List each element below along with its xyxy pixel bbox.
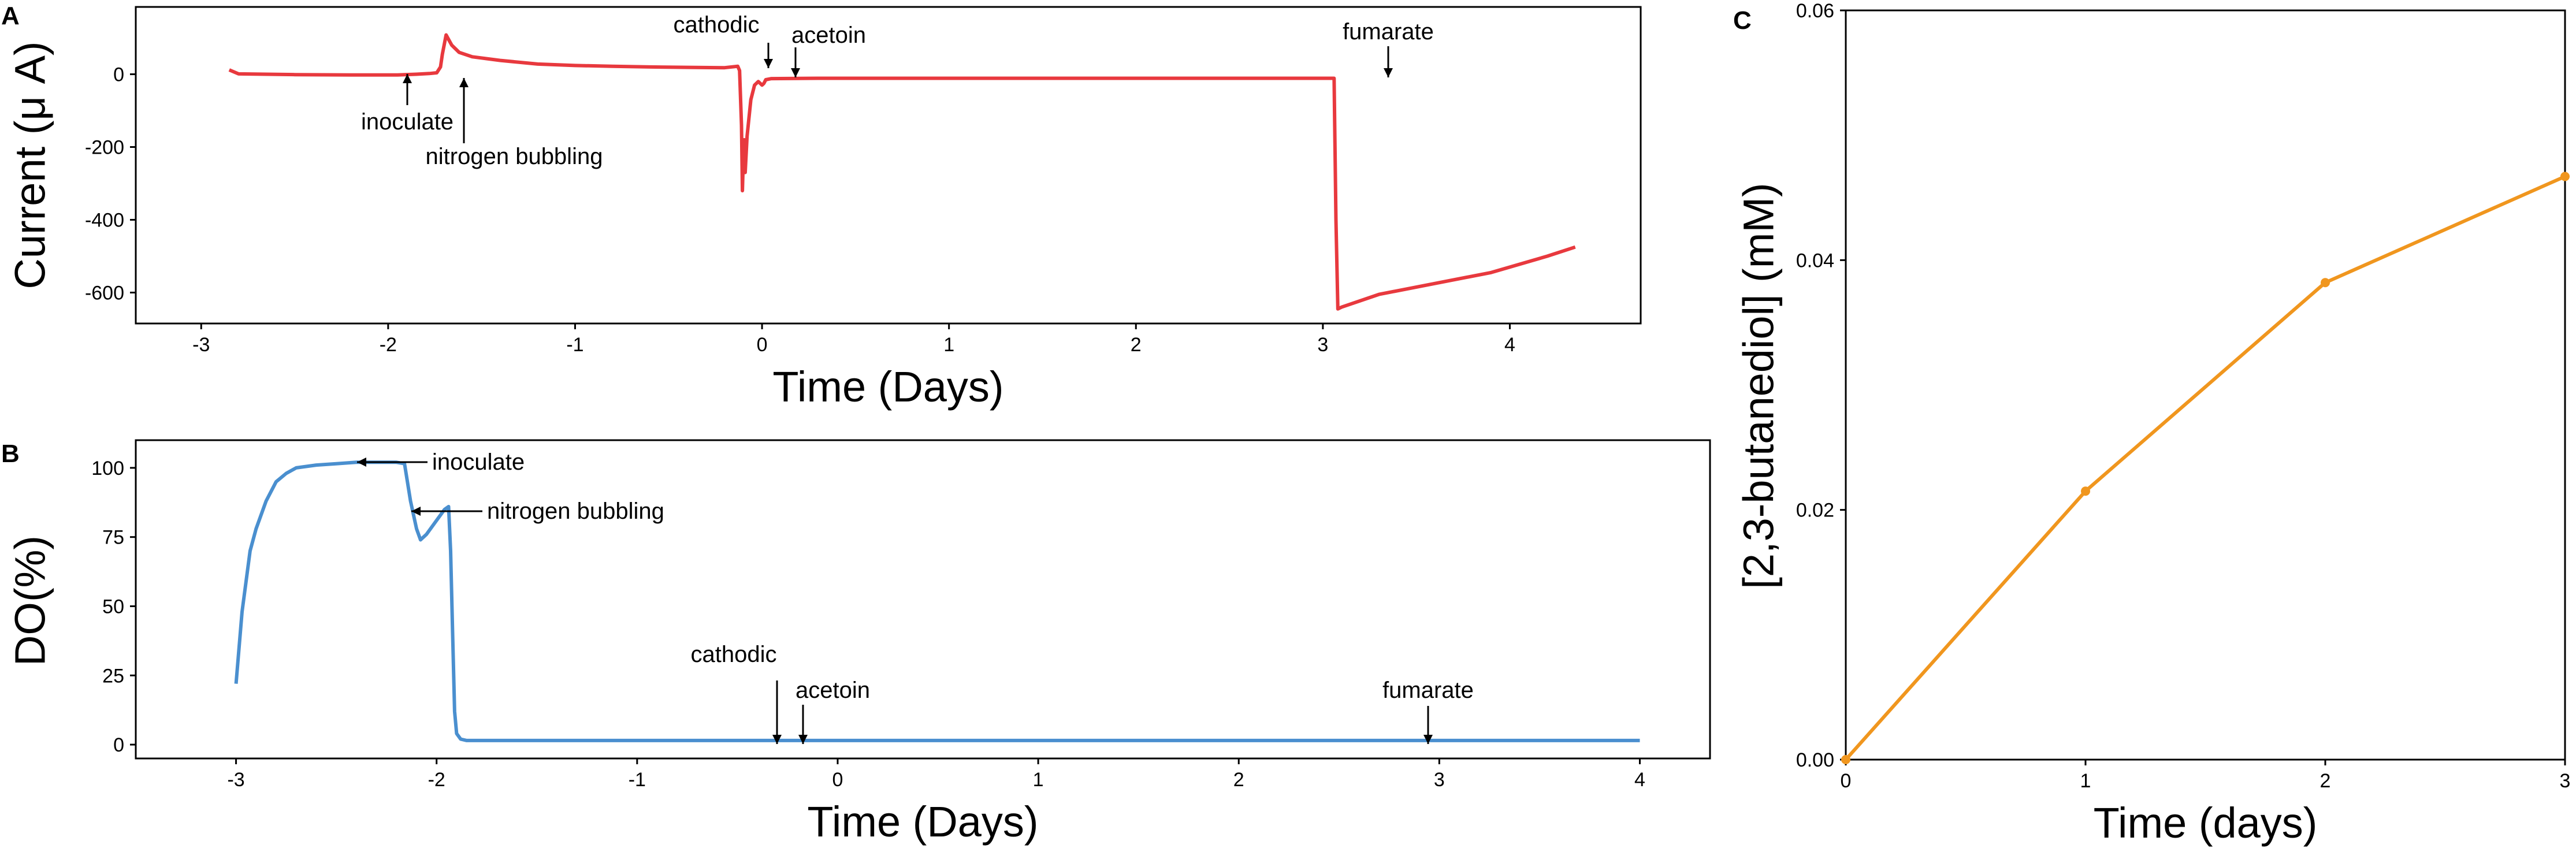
plot-frame <box>135 6 1642 325</box>
plot-frame <box>135 439 1711 760</box>
x-axis-title: Time (days) <box>2094 799 2318 847</box>
annotation-label: inoculate <box>361 109 454 135</box>
x-tick-label: 4 <box>1634 769 1645 791</box>
y-axis-title: DO(%) <box>6 535 54 666</box>
annotation-arrow-head <box>1423 735 1433 744</box>
annotation-label: cathodic <box>674 12 760 38</box>
annotation-label: nitrogen bubbling <box>487 499 664 524</box>
x-tick-label: 2 <box>2320 770 2331 792</box>
annotation-label: fumarate <box>1343 19 1434 44</box>
y-tick-label: 75 <box>102 527 124 549</box>
data-point <box>1841 755 1850 764</box>
panel-c-letter: C <box>1733 6 1752 35</box>
x-tick-label: 2 <box>1233 769 1244 791</box>
x-tick-label: 0 <box>832 769 843 791</box>
annotation-arrow-head <box>764 59 773 68</box>
y-tick-label: 0 <box>113 734 124 756</box>
y-tick-label: 0.00 <box>1796 749 1834 771</box>
panel-a-chart: -3 -2 -1 0 1 2 3 4 0 -200 -400 -600 Time (Days) Curre… <box>6 6 1642 411</box>
y-tick-label: 50 <box>102 596 124 618</box>
panel-a-letter: A <box>1 2 20 30</box>
annotation-label: cathodic <box>691 642 777 667</box>
y-tick-label: -600 <box>85 282 124 304</box>
x-tick-label: 0 <box>1841 770 1852 792</box>
annotation-arrow-head <box>403 74 412 83</box>
x-tick-label: 4 <box>1504 334 1515 356</box>
data-point <box>2081 486 2090 496</box>
panel-c-chart: 0 1 2 3 0.00 0.02 0.04 0.06 Time (days) [2,3-buta… <box>1735 0 2571 847</box>
annotation-label: acetoin <box>796 678 870 703</box>
annotation-arrow-head <box>459 78 469 87</box>
x-tick-label: -1 <box>566 334 583 356</box>
annotation-label: fumarate <box>1382 678 1474 703</box>
x-tick-label: -2 <box>428 769 445 791</box>
y-axis-title: Current (μ A) <box>6 41 54 289</box>
annotation-arrow-head <box>1384 68 1393 77</box>
y-tick-label: 0 <box>113 64 124 86</box>
annotation-arrow-head <box>798 735 808 744</box>
annotation-label: inoculate <box>432 449 525 475</box>
x-axis-title: Time (Days) <box>807 798 1038 846</box>
x-tick-label: 1 <box>2080 770 2091 792</box>
annotation-arrow-head <box>791 68 800 77</box>
annotation-arrow-head <box>357 458 366 467</box>
y-tick-label: -200 <box>85 137 124 159</box>
panel-b-chart: -3 -2 -1 0 1 2 3 4 0 25 50 75 100 Time (Days) DO(%) ino… <box>6 439 1711 846</box>
y-tick-label: 0.06 <box>1796 0 1834 22</box>
annotation-arrow-head <box>411 507 421 516</box>
x-tick-label: -3 <box>192 334 210 356</box>
series-line <box>234 460 1640 742</box>
x-tick-label: 1 <box>1033 769 1044 791</box>
x-tick-label: 0 <box>757 334 768 356</box>
x-axis-title: Time (Days) <box>772 363 1003 411</box>
annotation-label: nitrogen bubbling <box>426 144 603 169</box>
data-point <box>2321 278 2330 288</box>
panel-b-letter: B <box>1 440 20 468</box>
y-tick-label: 100 <box>91 458 124 479</box>
x-tick-label: -3 <box>227 769 244 791</box>
y-tick-label: -400 <box>85 209 124 231</box>
annotation-arrow-head <box>772 735 782 744</box>
y-axis-title: [2,3-butanediol] (mM) <box>1735 183 1783 589</box>
x-tick-label: -2 <box>380 334 397 356</box>
x-tick-label: 3 <box>1317 334 1328 356</box>
x-tick-label: 2 <box>1131 334 1142 356</box>
y-tick-label: 0.04 <box>1796 250 1834 271</box>
series-line <box>228 33 1576 311</box>
data-point <box>2560 172 2570 181</box>
x-tick-label: 1 <box>943 334 954 356</box>
x-tick-label: -1 <box>629 769 646 791</box>
y-tick-label: 25 <box>102 665 124 687</box>
x-tick-label: 3 <box>2560 770 2571 792</box>
series-line <box>1844 174 2566 761</box>
plot-frame <box>1845 9 2566 761</box>
annotation-label: acetoin <box>791 23 866 48</box>
y-tick-label: 0.02 <box>1796 500 1834 522</box>
x-tick-label: 3 <box>1434 769 1445 791</box>
